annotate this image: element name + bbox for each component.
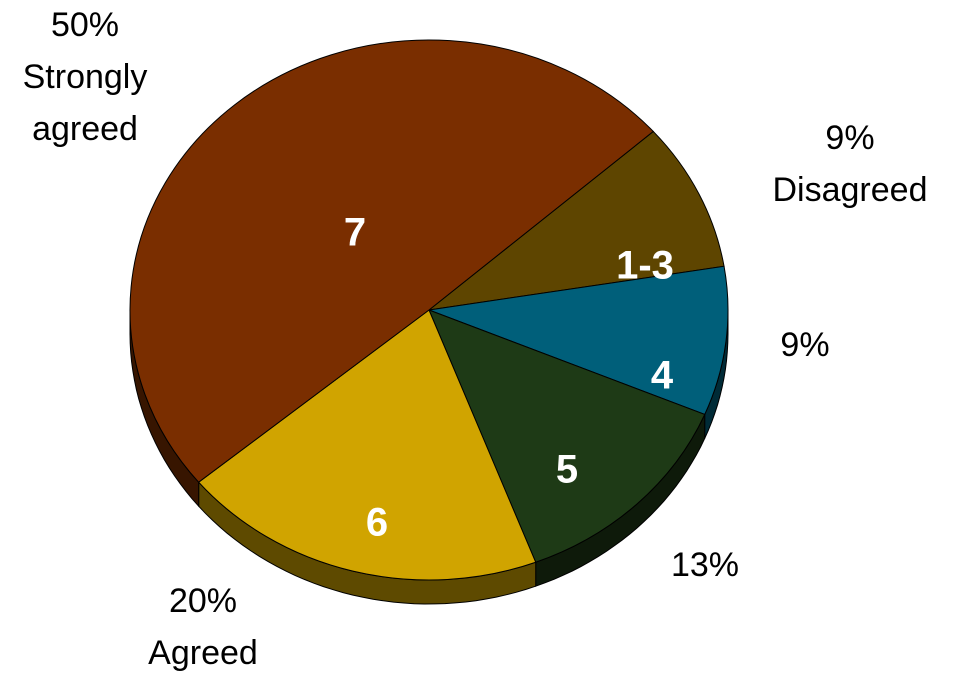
slice bbox=[427, 130, 725, 311]
slice-label: 4 bbox=[651, 354, 674, 398]
category-description: Agreed bbox=[148, 634, 258, 672]
value-label: 9% bbox=[825, 119, 874, 157]
slice bbox=[428, 309, 706, 563]
slice-label: 7 bbox=[344, 211, 366, 255]
category-description: Disagreed bbox=[773, 171, 928, 209]
slice bbox=[197, 309, 537, 581]
category-description: Strongly agreed bbox=[23, 58, 148, 148]
slice bbox=[129, 39, 655, 483]
value-label: 50% bbox=[51, 6, 119, 44]
slice-label: 5 bbox=[556, 448, 578, 492]
value-label: 13% bbox=[671, 546, 739, 584]
value-label: 20% bbox=[169, 582, 237, 620]
slice bbox=[427, 265, 729, 416]
description-line: agreed bbox=[32, 110, 138, 148]
value-label: 9% bbox=[780, 326, 829, 364]
slice-label: 6 bbox=[366, 501, 388, 545]
slice-label: 1-3 bbox=[616, 244, 674, 288]
description-line: Strongly bbox=[23, 58, 148, 96]
